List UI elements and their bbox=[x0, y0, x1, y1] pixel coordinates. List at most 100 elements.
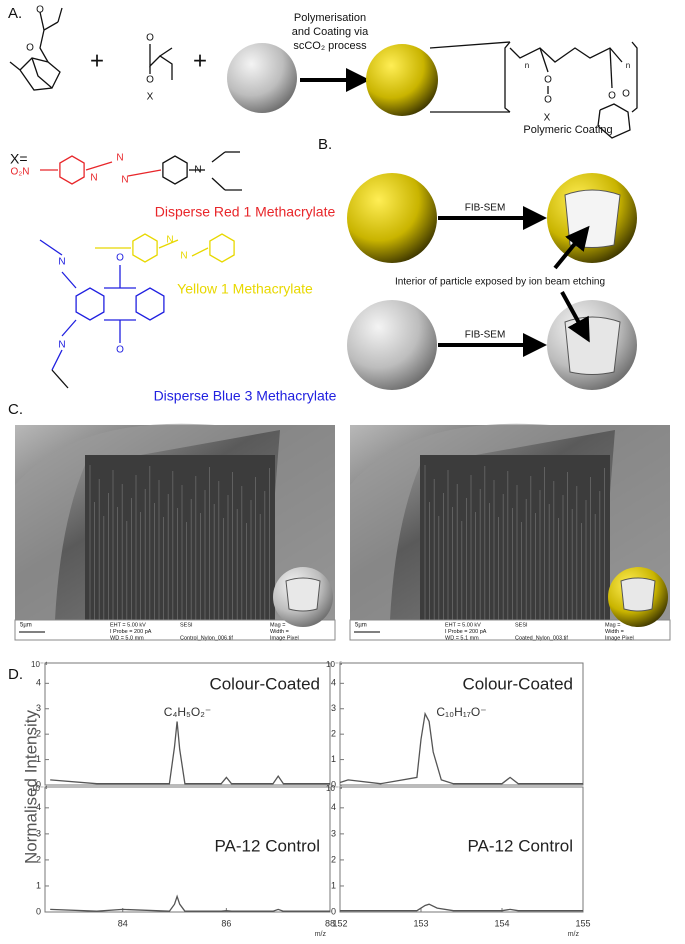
info-text: Image Pixel bbox=[270, 635, 299, 641]
x-axis-label: m/z bbox=[315, 931, 327, 938]
y-tick-label: 0 bbox=[331, 906, 336, 916]
chart-title: Colour-Coated bbox=[462, 674, 573, 693]
benzene-ring bbox=[135, 287, 165, 321]
y-tick-label: 3 bbox=[331, 828, 336, 838]
info-text: Mag = bbox=[270, 622, 285, 628]
scale-label: 10⁻⁴ bbox=[31, 784, 48, 793]
atom-label: O bbox=[544, 75, 552, 86]
info-text: Width = bbox=[605, 629, 624, 635]
atom-label: O bbox=[608, 91, 616, 102]
dye-atom: N bbox=[121, 175, 128, 186]
milled-face bbox=[420, 455, 610, 620]
info-text: WD = 5.1 mm bbox=[445, 635, 479, 641]
benzene-ring bbox=[75, 287, 105, 321]
y-tick-label: 1 bbox=[331, 880, 336, 890]
particle bbox=[227, 43, 297, 113]
dye-atom: O bbox=[116, 253, 124, 264]
spectrum-line bbox=[340, 903, 583, 912]
panel-label: A. bbox=[8, 5, 22, 22]
peak-annotation: C₁₀H₁₇O⁻ bbox=[436, 705, 486, 719]
x-tick-label: 155 bbox=[575, 918, 590, 928]
bond bbox=[39, 239, 63, 256]
y-tick-label: 0 bbox=[36, 906, 41, 916]
coated-particle bbox=[347, 173, 437, 263]
info-bar bbox=[14, 619, 336, 641]
peak-annotation: C₄H₅O₂⁻ bbox=[164, 705, 211, 719]
bond bbox=[61, 271, 77, 289]
y-tick-label: 4 bbox=[331, 678, 336, 688]
bond bbox=[211, 177, 226, 191]
panel-label: C. bbox=[8, 401, 23, 418]
dye-atom: N bbox=[58, 340, 65, 351]
dye-atom: O₂N bbox=[11, 167, 30, 178]
x-tick-label: 152 bbox=[332, 918, 347, 928]
info-text: I Probe = 200 pA bbox=[445, 629, 487, 635]
y-tick-label: 3 bbox=[36, 703, 41, 713]
scale-label: 10⁻⁴ bbox=[31, 660, 48, 669]
spectrum-line bbox=[339, 711, 583, 785]
atom-label: O bbox=[544, 95, 552, 106]
panel-label: D. bbox=[8, 666, 23, 683]
info-text: Image Pixel bbox=[605, 635, 634, 641]
scale-bar-label: 5µm bbox=[20, 623, 32, 629]
y-tick-label: 0 bbox=[36, 779, 41, 789]
atom-label: O bbox=[146, 33, 154, 44]
y-tick-label: 2 bbox=[36, 854, 41, 864]
chart-title: Colour-Coated bbox=[209, 674, 320, 693]
atom-label: n bbox=[525, 61, 529, 70]
process-label: Polymerisation bbox=[294, 12, 366, 24]
y-axis-label: Normalised Intensity bbox=[21, 710, 40, 865]
scale-bar-label: 5µm bbox=[355, 623, 367, 629]
chart-title: PA-12 Control bbox=[214, 836, 320, 855]
arrow bbox=[560, 291, 590, 343]
info-text: Control_Nylon_006.tif bbox=[180, 635, 233, 641]
dye-atom: N bbox=[180, 251, 187, 262]
dye-name: Yellow 1 Methacrylate bbox=[177, 281, 313, 297]
dye-atom: N bbox=[194, 165, 201, 176]
spectra: 0 1 2 3 4 10⁻⁴ Colour-Coated C₄H₅O₂⁻ 0 1 2 3 4 84 86 88… bbox=[31, 660, 591, 938]
benzene-ring bbox=[162, 155, 188, 185]
dye-atom: N bbox=[166, 235, 173, 246]
benzene-ring bbox=[132, 233, 158, 263]
benzene-ring bbox=[209, 233, 235, 263]
x-label: X= bbox=[10, 151, 28, 167]
y-tick-label: 4 bbox=[36, 802, 41, 812]
benzene-ring bbox=[59, 155, 85, 185]
y-tick-label: 2 bbox=[36, 729, 41, 739]
dye-name: Disperse Red 1 Methacrylate bbox=[155, 204, 336, 220]
x-tick-label: 88 bbox=[325, 918, 335, 928]
spectrum-line bbox=[50, 721, 330, 785]
coated-particle bbox=[366, 44, 438, 116]
dye-name: Disperse Blue 3 Methacrylate bbox=[154, 388, 337, 404]
plot-frame bbox=[44, 662, 331, 786]
x-tick-label: 153 bbox=[413, 918, 428, 928]
x-axis-label: m/z bbox=[568, 931, 580, 938]
plot-frame bbox=[339, 662, 584, 786]
caption: Interior of particle exposed by ion beam… bbox=[395, 277, 605, 288]
coating-label: Polymeric Coating bbox=[523, 124, 612, 136]
dye-atom: O bbox=[116, 345, 124, 356]
bond bbox=[191, 247, 209, 257]
dye-atom: N bbox=[90, 173, 97, 184]
atom-label: X bbox=[147, 92, 154, 103]
y-tick-label: 4 bbox=[331, 802, 336, 812]
x-tick-label: 84 bbox=[118, 918, 128, 928]
atom-label: n bbox=[626, 61, 630, 70]
dye-atom: N bbox=[58, 257, 65, 268]
plus-sign: + bbox=[90, 47, 104, 74]
panel-label: B. bbox=[318, 136, 332, 153]
info-text: WD = 5.0 mm bbox=[110, 635, 144, 641]
bond bbox=[51, 369, 69, 389]
atom-label: X bbox=[544, 113, 551, 124]
bond bbox=[61, 319, 77, 337]
arrow bbox=[553, 225, 590, 270]
plot-frame bbox=[339, 786, 584, 913]
milled-face bbox=[85, 455, 275, 620]
y-tick-label: 1 bbox=[36, 880, 41, 890]
particle bbox=[347, 300, 437, 390]
y-tick-label: 3 bbox=[331, 703, 336, 713]
info-text: EHT = 5.00 kV bbox=[110, 622, 146, 628]
plot-frame bbox=[44, 786, 331, 913]
sem-images: 5µm EHT = 5.00 kV I Probe = 200 pA WD = 5.0… bbox=[14, 423, 671, 641]
